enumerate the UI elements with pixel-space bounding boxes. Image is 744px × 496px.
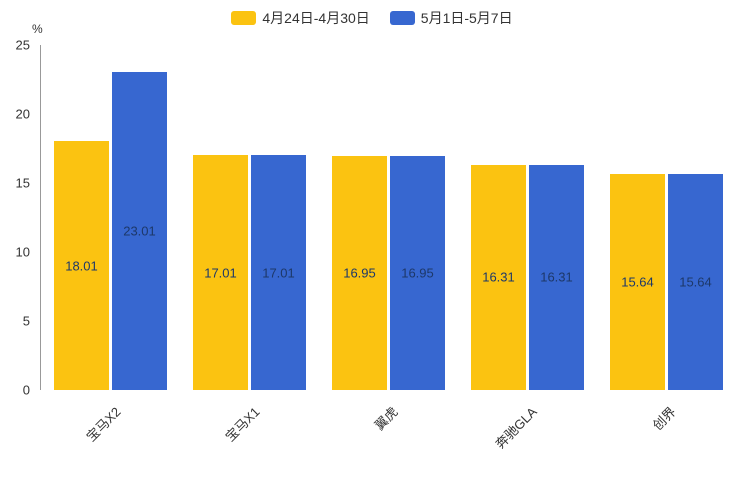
y-tick-15: 15 xyxy=(15,175,30,191)
bar-series2-宝马X1[interactable]: 17.01 xyxy=(251,155,306,390)
legend-swatch-blue xyxy=(389,11,415,25)
bar-group-宝马X1: 17.01 17.01 宝马X1 xyxy=(180,45,319,444)
x-axis-label-创界: 创界 xyxy=(650,404,680,434)
bar-value-label: 16.31 xyxy=(540,269,573,285)
bar-series1-翼虎[interactable]: 16.95 xyxy=(332,156,387,390)
y-tick-20: 20 xyxy=(15,106,30,122)
x-axis-label-宝马X2: 宝马X2 xyxy=(82,404,124,445)
bar-value-label: 16.31 xyxy=(482,269,515,285)
y-tick-5: 5 xyxy=(22,313,30,329)
bar-value-label: 18.01 xyxy=(65,258,98,274)
bar-value-label: 17.01 xyxy=(204,265,237,281)
legend-label-week2: 5月1日-5月7日 xyxy=(420,10,513,26)
bar-group-创界: 15.64 15.64 创界 xyxy=(597,45,736,433)
bar-group-宝马X2: 18.01 23.01 宝马X2 xyxy=(41,45,180,444)
bar-series1-奔驰GLA[interactable]: 16.31 xyxy=(471,164,526,390)
y-axis: 25 20 15 10 5 0 xyxy=(0,38,34,398)
bar-series1-创界[interactable]: 15.64 xyxy=(610,174,665,390)
bar-series1-宝马X1[interactable]: 17.01 xyxy=(193,155,248,390)
y-tick-25: 25 xyxy=(15,37,30,53)
legend-item-week1[interactable]: 4月24日-4月30日 xyxy=(231,8,370,28)
bar-value-label: 16.95 xyxy=(401,265,434,281)
bar-value-label: 15.64 xyxy=(621,274,654,290)
legend-label-week1: 4月24日-4月30日 xyxy=(262,10,370,26)
bar-series1-宝马X2[interactable]: 18.01 xyxy=(54,141,109,390)
y-tick-0: 0 xyxy=(22,382,30,398)
bar-value-label: 23.01 xyxy=(123,223,156,239)
y-tick-10: 10 xyxy=(15,244,30,260)
x-axis-label-翼虎: 翼虎 xyxy=(372,404,402,434)
legend-item-week2[interactable]: 5月1日-5月7日 xyxy=(389,8,513,28)
x-axis-label-宝马X1: 宝马X1 xyxy=(221,404,263,445)
chart-legend: 4月24日-4月30日 5月1日-5月7日 xyxy=(0,8,744,28)
bar-series2-翼虎[interactable]: 16.95 xyxy=(390,156,445,390)
bar-series2-奔驰GLA[interactable]: 16.31 xyxy=(529,164,584,390)
bar-value-label: 16.95 xyxy=(343,265,376,281)
bar-group-翼虎: 16.95 16.95 翼虎 xyxy=(319,45,458,433)
bar-series2-创界[interactable]: 15.64 xyxy=(668,174,723,390)
bar-value-label: 15.64 xyxy=(679,274,712,290)
y-axis-unit-label: % xyxy=(32,22,43,36)
plot-area: 18.01 23.01 宝马X2 17.01 17.01 宝马X1 16.95 16.95 翼虎… xyxy=(40,45,736,452)
bar-series2-宝马X2[interactable]: 23.01 xyxy=(112,72,167,390)
legend-swatch-yellow xyxy=(231,11,257,25)
x-axis-label-奔驰GLA: 奔驰GLA xyxy=(492,404,541,452)
bar-value-label: 17.01 xyxy=(262,265,295,281)
bar-group-奔驰GLA: 16.31 16.31 奔驰GLA xyxy=(458,45,597,452)
